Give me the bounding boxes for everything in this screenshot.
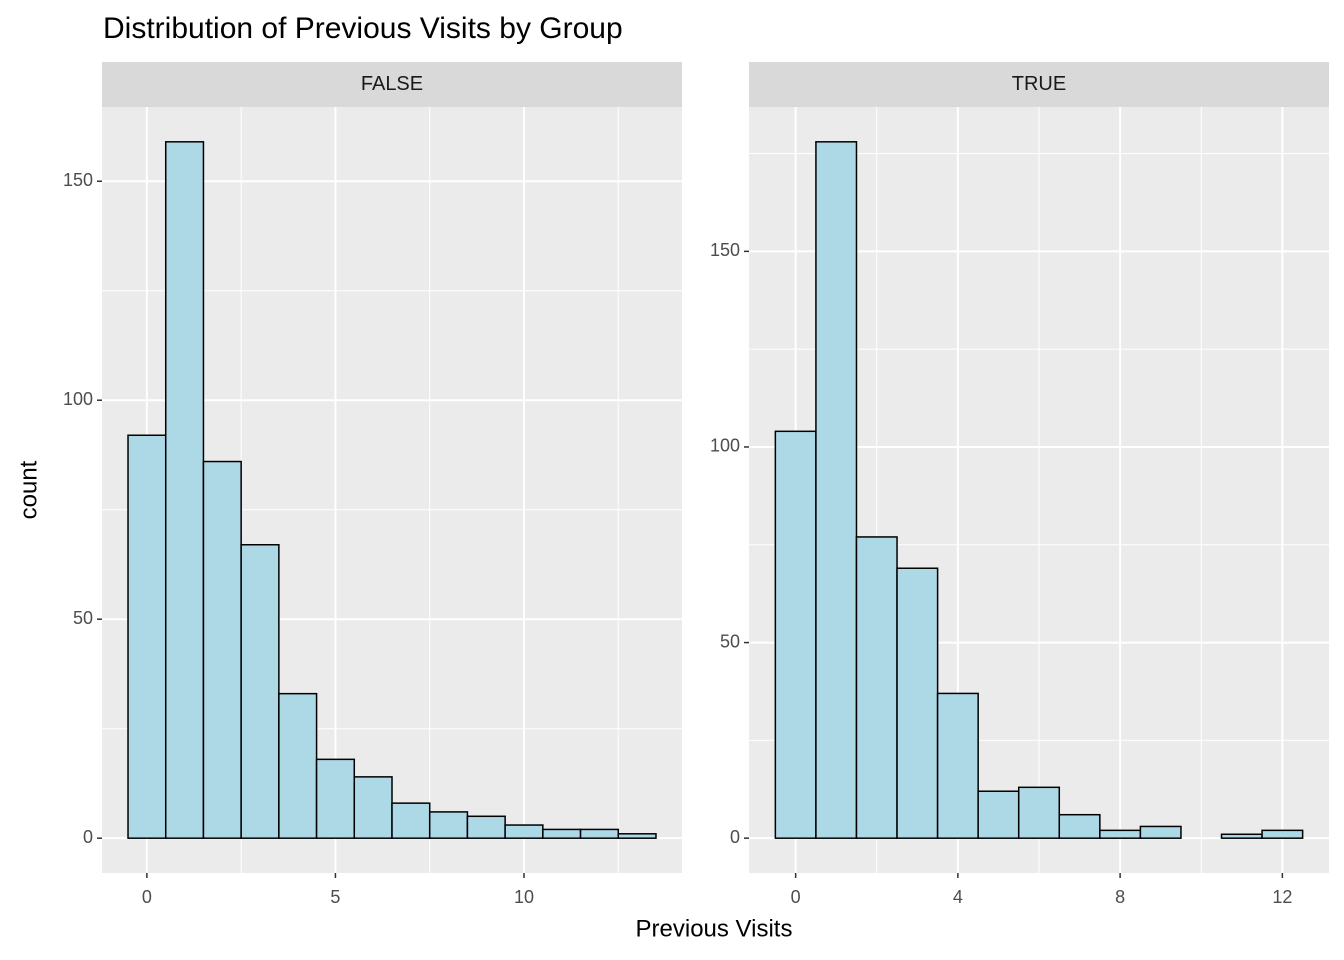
x-tick-label: 10 bbox=[514, 887, 534, 907]
bar bbox=[1261, 829, 1304, 839]
bar bbox=[1220, 833, 1263, 839]
bar bbox=[542, 828, 582, 839]
bar bbox=[202, 460, 242, 839]
x-tick-label: 5 bbox=[330, 887, 340, 907]
bar bbox=[278, 692, 318, 839]
x-tick-label: 8 bbox=[1115, 887, 1125, 907]
x-tick-label: 12 bbox=[1272, 887, 1292, 907]
strip bbox=[102, 62, 682, 107]
y-tick-label: 100 bbox=[710, 436, 740, 456]
bar bbox=[315, 758, 356, 839]
strip-label: TRUE bbox=[1012, 73, 1066, 95]
bar bbox=[466, 815, 506, 839]
chart-title: Distribution of Previous Visits by Group bbox=[103, 12, 623, 45]
y-tick-label: 150 bbox=[710, 240, 740, 260]
y-tick-label: 100 bbox=[63, 389, 93, 409]
bar bbox=[164, 141, 205, 839]
bar bbox=[579, 828, 620, 839]
bar bbox=[855, 536, 898, 839]
bar bbox=[1099, 829, 1142, 839]
bar bbox=[1139, 825, 1182, 839]
bar bbox=[353, 776, 393, 839]
bar bbox=[240, 543, 280, 839]
strip bbox=[749, 62, 1329, 107]
bar bbox=[815, 141, 858, 839]
bar bbox=[936, 692, 979, 839]
bar bbox=[428, 811, 469, 839]
bar bbox=[977, 790, 1020, 839]
x-axis-label: Previous Visits bbox=[636, 915, 793, 942]
bar bbox=[127, 434, 167, 839]
strip-label: FALSE bbox=[361, 73, 423, 95]
y-tick-label: 0 bbox=[730, 827, 740, 847]
bar bbox=[504, 824, 544, 839]
x-tick-label: 0 bbox=[791, 887, 801, 907]
bar bbox=[1058, 813, 1101, 839]
bar bbox=[774, 430, 817, 839]
bar bbox=[391, 802, 431, 839]
y-tick-label: 50 bbox=[73, 608, 93, 628]
x-tick-label: 0 bbox=[142, 887, 152, 907]
y-tick-label: 0 bbox=[83, 827, 93, 847]
y-tick-label: 150 bbox=[63, 170, 93, 190]
bar bbox=[617, 833, 657, 839]
bar bbox=[896, 567, 939, 839]
y-axis-label: count bbox=[15, 460, 42, 519]
bar bbox=[1017, 786, 1061, 839]
y-tick-label: 50 bbox=[720, 631, 740, 651]
x-tick-label: 4 bbox=[953, 887, 963, 907]
